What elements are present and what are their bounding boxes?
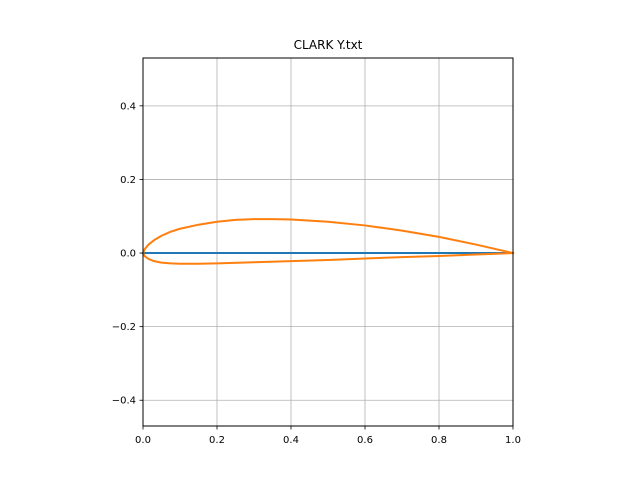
y-tick-label: −0.4 bbox=[112, 396, 136, 407]
chart-title: CLARK Y.txt bbox=[294, 38, 363, 52]
x-tick-label: 0.4 bbox=[283, 435, 299, 446]
y-tick-label: 0.4 bbox=[120, 101, 136, 112]
grid bbox=[142, 58, 514, 426]
x-tick-label: 0.0 bbox=[135, 435, 151, 446]
ticks: 0.0 0.2 0.4 0.6 0.8 1.0 −0.4 −0.2 0.0 0.2 0.4 bbox=[112, 101, 521, 446]
x-tick-label: 0.2 bbox=[209, 435, 225, 446]
x-tick-label: 0.6 bbox=[357, 435, 373, 446]
series-group bbox=[142, 218, 515, 265]
x-tick-label: 1.0 bbox=[505, 435, 521, 446]
airfoil-outline bbox=[142, 218, 515, 265]
x-tick-label: 0.8 bbox=[431, 435, 447, 446]
y-tick-label: 0.2 bbox=[120, 175, 136, 186]
axes-frame bbox=[142, 57, 514, 427]
y-tick-label: 0.0 bbox=[120, 249, 136, 260]
y-tick-label: −0.2 bbox=[112, 322, 136, 333]
